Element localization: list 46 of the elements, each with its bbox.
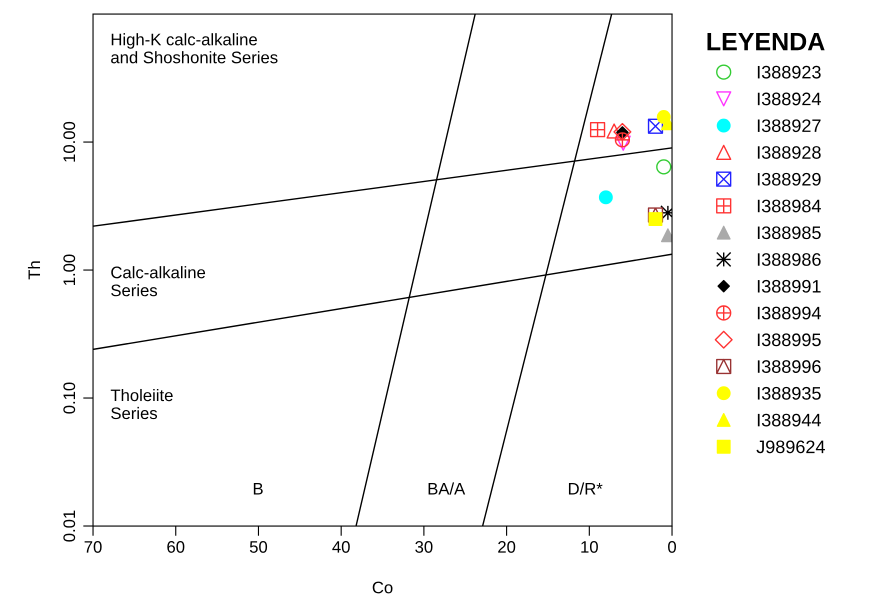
- legend-label: I388986: [758, 253, 821, 266]
- x-tick-label: 60: [167, 541, 184, 553]
- annotation: B: [254, 483, 263, 494]
- point: [648, 118, 664, 134]
- x-tick-label: 30: [415, 541, 433, 553]
- legend-title: LEYENDA: [708, 33, 825, 50]
- legend-label: I388991: [758, 280, 821, 293]
- x-axis-title: Co: [372, 582, 392, 594]
- annotation: Calc-alkaline Series: [111, 266, 206, 296]
- x-tick-label: 50: [250, 541, 268, 553]
- legend-label: I388995: [758, 333, 821, 346]
- annotation: Tholeiite Series: [110, 388, 173, 420]
- x-tick-label: 40: [332, 541, 350, 553]
- legend-label: I388928: [758, 146, 821, 159]
- x-tick-label: 0: [668, 541, 676, 553]
- x-tick-label: 20: [498, 541, 516, 553]
- legend-label: I388984: [758, 200, 821, 212]
- y-tick-label: 0.01: [63, 510, 76, 542]
- point: [613, 122, 632, 141]
- legend-label: I388923: [758, 66, 821, 79]
- legend-label: I388985: [758, 226, 821, 240]
- annotation: BA/A: [428, 482, 466, 495]
- y-axis-title: Th: [28, 261, 40, 280]
- point: [590, 122, 606, 138]
- legend-label: I388935: [758, 386, 821, 400]
- x-tick-label: 70: [84, 541, 102, 553]
- point: [614, 132, 630, 148]
- annotation: High-K calc-alkaline and Shoshonite Series: [111, 33, 278, 64]
- y-tick-label: 0.10: [63, 382, 76, 414]
- point: [660, 228, 672, 242]
- point: [648, 212, 662, 226]
- x-tick-label: 10: [581, 541, 598, 553]
- legend-label: I388994: [758, 306, 821, 320]
- point: [648, 207, 664, 223]
- point: [598, 190, 613, 204]
- legend-label: I388996: [758, 360, 821, 373]
- legend-label: J989624: [756, 440, 825, 454]
- y-tick-label: 10.00: [63, 122, 76, 162]
- point: [656, 159, 672, 175]
- legend-label: I388929: [758, 172, 821, 186]
- legend-label: I388944: [758, 414, 821, 426]
- point: [616, 136, 631, 151]
- annotation: D/R*: [568, 482, 603, 495]
- y-tick-label: 1.00: [63, 254, 76, 285]
- legend-label: I388924: [758, 92, 821, 106]
- legend-label: I388927: [758, 119, 821, 132]
